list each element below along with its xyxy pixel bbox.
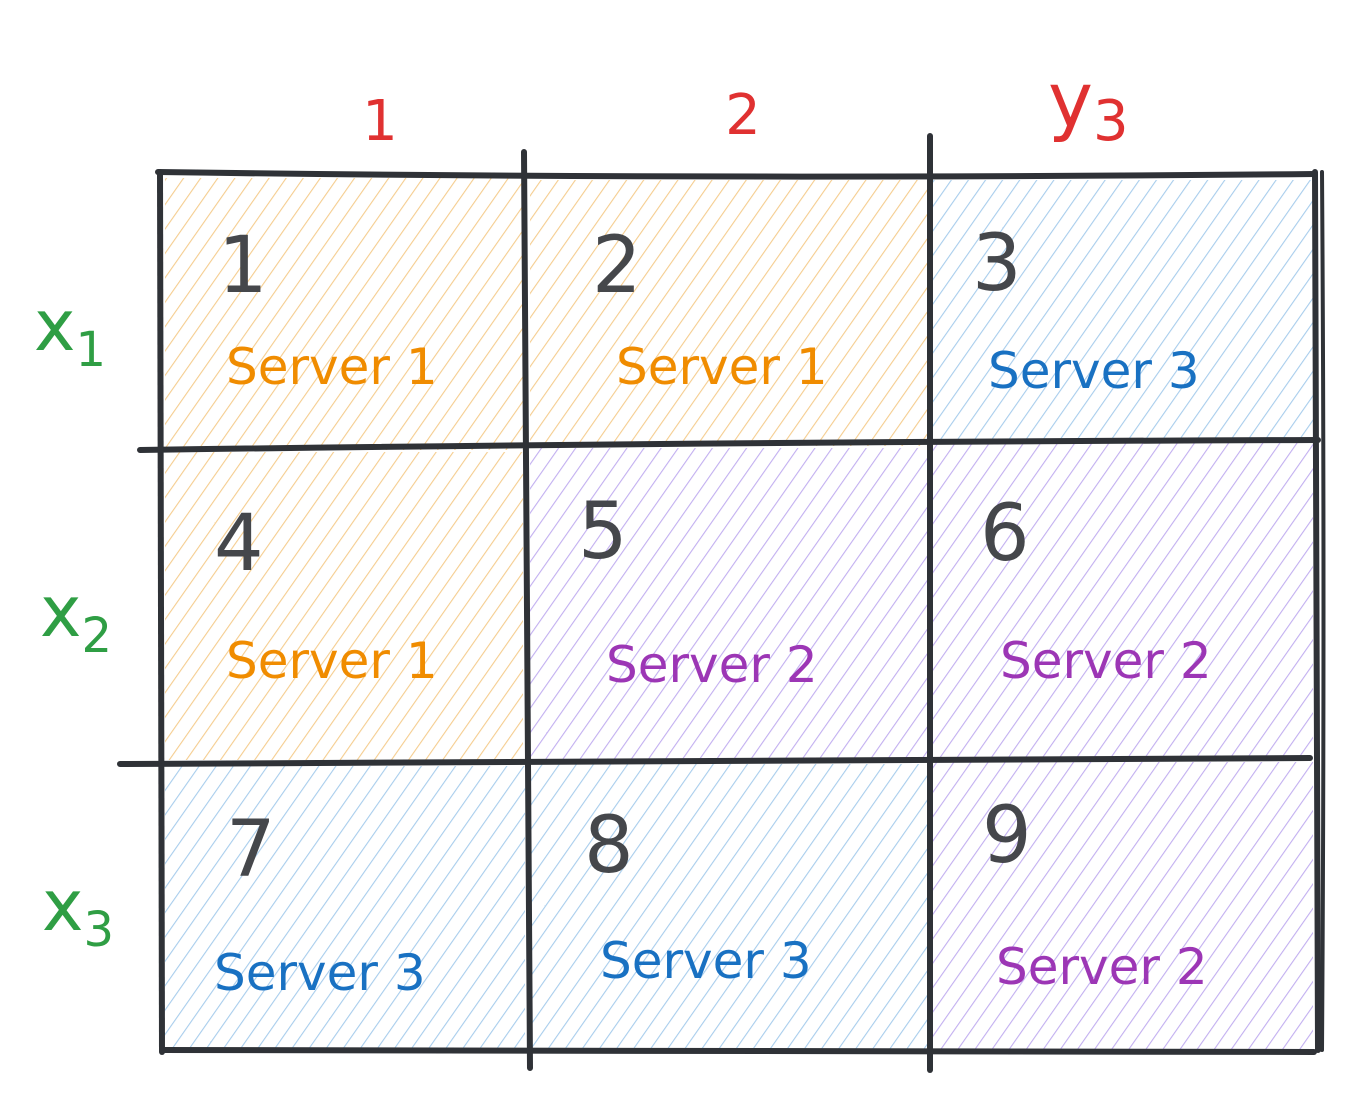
column-label-1: 1 bbox=[362, 89, 398, 154]
grid-line-right-double bbox=[1320, 170, 1326, 1052]
cell-fills bbox=[165, 178, 1315, 1052]
cell-server-5: Server 2 bbox=[606, 636, 818, 694]
grid-line-row-1 bbox=[137, 437, 1321, 453]
grid-line-col-2 bbox=[926, 133, 933, 1073]
grid-lines bbox=[117, 133, 1326, 1073]
row-label-1: x1 bbox=[34, 285, 106, 378]
cell-server-7: Server 3 bbox=[214, 944, 426, 1002]
cell-number-2: 2 bbox=[592, 221, 642, 311]
row-label-2-sub: 2 bbox=[81, 608, 112, 664]
cell-number-3: 3 bbox=[972, 219, 1022, 309]
grid-line-bottom bbox=[159, 1047, 1317, 1055]
cell-server-3: Server 3 bbox=[988, 342, 1200, 400]
grid-line-right bbox=[1312, 169, 1321, 1053]
row-label-2-base: x bbox=[40, 571, 81, 653]
grid-line-top bbox=[155, 169, 1318, 180]
column-label-2: 2 bbox=[725, 83, 761, 148]
column-label-3-sub: 3 bbox=[1093, 89, 1129, 154]
column-labels: 1 2 y3 bbox=[362, 55, 1128, 154]
row-label-2: x2 bbox=[40, 571, 112, 664]
cell-number-4: 4 bbox=[214, 499, 264, 589]
row-label-3-sub: 3 bbox=[83, 902, 114, 958]
cell-fill-4 bbox=[165, 452, 523, 760]
column-label-3-base: y bbox=[1048, 55, 1093, 144]
row-labels: x1 x2 x3 bbox=[34, 285, 114, 958]
cell-fill-8 bbox=[530, 764, 928, 1052]
cell-server-1: Server 1 bbox=[226, 338, 438, 396]
cell-numbers: 1 2 3 4 5 6 7 8 9 bbox=[214, 219, 1032, 895]
cell-number-9: 9 bbox=[982, 791, 1032, 881]
cell-server-9: Server 2 bbox=[996, 938, 1208, 996]
column-label-3: y3 bbox=[1048, 55, 1129, 154]
cell-server-6: Server 2 bbox=[1000, 632, 1212, 690]
cell-number-7: 7 bbox=[226, 805, 276, 895]
cell-fill-1 bbox=[165, 178, 525, 450]
cell-server-8: Server 3 bbox=[600, 932, 812, 990]
grid-line-col-1 bbox=[521, 149, 533, 1071]
grid-line-row-2 bbox=[117, 755, 1313, 767]
cell-server-4: Server 1 bbox=[226, 632, 438, 690]
cell-fill-7 bbox=[165, 766, 525, 1048]
row-label-3-base: x bbox=[42, 865, 83, 947]
cell-fill-6 bbox=[933, 442, 1313, 758]
row-label-3: x3 bbox=[42, 865, 114, 958]
cell-number-1: 1 bbox=[218, 221, 268, 311]
cell-server-2: Server 1 bbox=[616, 338, 828, 396]
cell-number-8: 8 bbox=[584, 801, 634, 891]
grid-line-left bbox=[157, 169, 165, 1055]
cell-fill-9 bbox=[933, 762, 1313, 1052]
row-label-1-base: x bbox=[34, 285, 75, 367]
server-labels: Server 1 Server 1 Server 3 Server 1 Serv… bbox=[214, 338, 1212, 1002]
cell-fill-2 bbox=[530, 180, 928, 446]
cell-number-6: 6 bbox=[980, 489, 1030, 579]
cell-fill-3 bbox=[933, 180, 1315, 440]
cell-number-5: 5 bbox=[578, 487, 628, 577]
cell-fill-5 bbox=[530, 448, 928, 760]
row-label-1-sub: 1 bbox=[75, 322, 106, 378]
